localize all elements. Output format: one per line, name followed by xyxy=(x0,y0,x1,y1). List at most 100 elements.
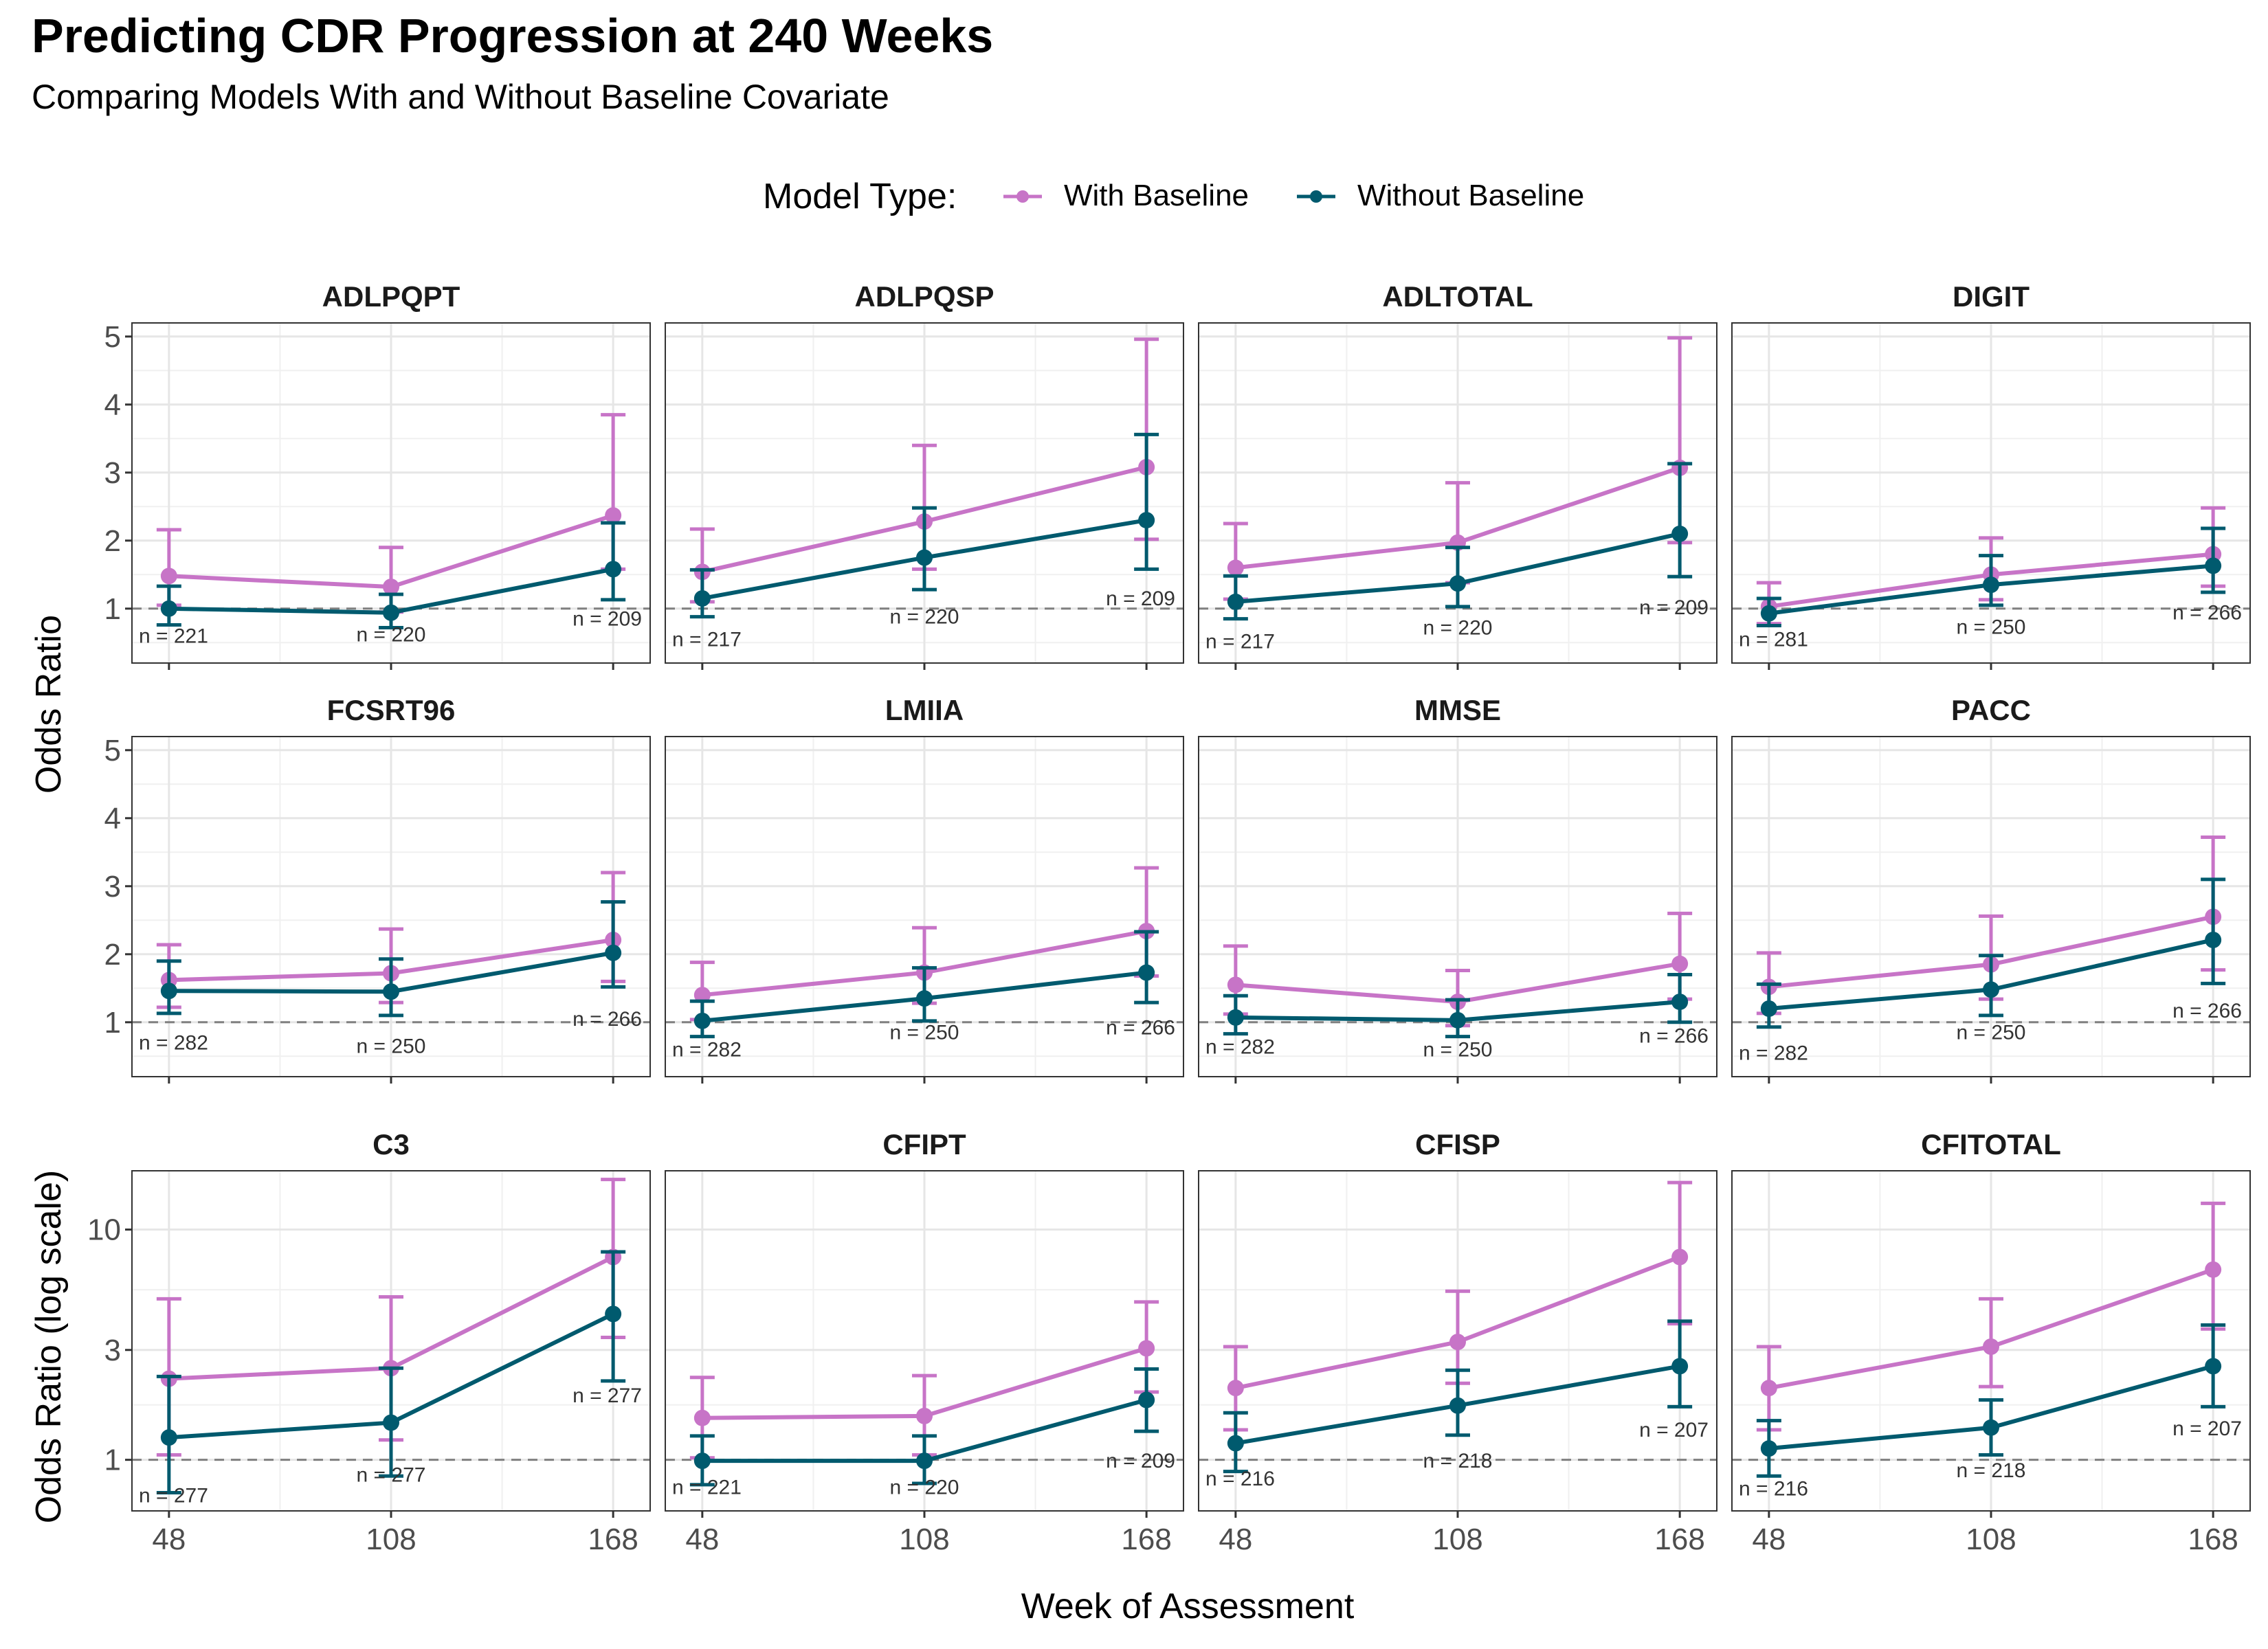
data-point xyxy=(160,983,177,1000)
sample-size-label: n = 282 xyxy=(672,1038,742,1061)
x-tick-label: 168 xyxy=(1654,1523,1704,1556)
y-tick-label: 1 xyxy=(104,592,121,626)
data-point xyxy=(1760,605,1777,622)
sample-size-label: n = 266 xyxy=(1106,1017,1175,1040)
panel-c3: C3 n = 277 n = 277 n = 277 1 3 10 48 108 168 xyxy=(87,1128,651,1556)
sample-size-label: n = 220 xyxy=(890,1477,959,1499)
y-tick-label: 2 xyxy=(104,524,121,558)
data-point xyxy=(1138,1391,1155,1409)
data-point xyxy=(383,579,399,596)
data-point xyxy=(160,568,177,585)
sample-size-label: n = 221 xyxy=(139,625,208,647)
data-point xyxy=(1227,1435,1244,1452)
sample-size-label: n = 209 xyxy=(1106,1450,1175,1472)
data-point xyxy=(693,590,711,607)
sample-size-label: n = 250 xyxy=(1957,616,2026,639)
data-point xyxy=(1138,964,1155,981)
data-point xyxy=(2205,1358,2222,1375)
data-point xyxy=(1227,593,1244,610)
sample-size-label: n = 266 xyxy=(2172,602,2242,625)
sample-size-label: n = 277 xyxy=(572,1384,642,1407)
y-tick-label: 1 xyxy=(104,1444,121,1477)
series-without-baseline xyxy=(1756,1323,2226,1478)
series-without-baseline xyxy=(1756,526,2226,628)
series-without-baseline xyxy=(689,432,1159,619)
sample-size-label: n = 218 xyxy=(1957,1459,2026,1482)
legend-title: Model Type: xyxy=(763,177,957,216)
chart-title: Predicting CDR Progression at 240 Weeks xyxy=(32,9,994,63)
series-without-baseline xyxy=(1223,1319,1693,1474)
panel-adltotal: ADLTOTAL n = 217 n = 220 n = 209 xyxy=(1198,280,1717,670)
panel-title: ADLPQSP xyxy=(854,280,994,313)
x-tick-label: 48 xyxy=(685,1523,719,1556)
panel-cfisp: CFISP n = 216 n = 218 n = 207 48 108 168 xyxy=(1198,1128,1717,1556)
data-point xyxy=(916,1407,933,1424)
panel-adlpqsp: ADLPQSP n = 217 n = 220 n = 209 xyxy=(665,280,1184,670)
data-point xyxy=(1671,525,1689,542)
data-point xyxy=(160,1429,177,1446)
panel-title: C3 xyxy=(373,1128,410,1160)
sample-size-label: n = 217 xyxy=(672,628,742,651)
sample-size-label: n = 281 xyxy=(1739,628,1808,651)
panel-title: CFISP xyxy=(1415,1128,1500,1160)
x-tick-label: 108 xyxy=(1432,1523,1482,1556)
x-axis-title: Week of Assessment xyxy=(1021,1586,1355,1626)
data-point xyxy=(1671,1358,1689,1375)
sample-size-label: n = 282 xyxy=(139,1032,208,1055)
data-point xyxy=(1227,1009,1244,1026)
data-point xyxy=(160,600,177,617)
sample-size-label: n = 218 xyxy=(1423,1450,1493,1472)
series-without-baseline xyxy=(156,900,626,1018)
data-point xyxy=(693,987,711,1004)
sample-size-label: n = 266 xyxy=(572,1008,642,1031)
y-tick-label: 1 xyxy=(104,1006,121,1040)
x-tick-label: 108 xyxy=(1966,1523,2016,1556)
sample-size-label: n = 220 xyxy=(357,623,426,646)
panel-title: PACC xyxy=(1951,694,2031,726)
y-tick-label: 2 xyxy=(104,938,121,972)
panel-cfipt: CFIPT n = 221 n = 220 n = 209 48 108 168 xyxy=(665,1128,1184,1556)
y-tick-label: 5 xyxy=(104,734,121,767)
x-tick-label: 168 xyxy=(2188,1523,2238,1556)
data-point xyxy=(2205,557,2222,574)
y-axis-title-linear: Odds Ratio xyxy=(29,615,69,794)
y-tick-label: 4 xyxy=(104,388,121,422)
y-tick-label: 3 xyxy=(104,1334,121,1367)
x-tick-label: 168 xyxy=(588,1523,638,1556)
sample-size-label: n = 277 xyxy=(357,1464,426,1487)
data-point xyxy=(1227,1380,1244,1397)
sample-size-label: n = 209 xyxy=(1106,587,1175,610)
y-axis-title-log: Odds Ratio (log scale) xyxy=(29,1170,69,1523)
series-without-baseline xyxy=(1223,973,1693,1039)
sample-size-label: n = 207 xyxy=(1639,1419,1709,1442)
sample-size-label: n = 250 xyxy=(1423,1038,1493,1061)
data-point xyxy=(1671,994,1689,1011)
sample-size-label: n = 250 xyxy=(1957,1022,2026,1044)
y-tick-label: 3 xyxy=(104,870,121,904)
data-point xyxy=(693,1409,711,1426)
data-point xyxy=(1671,955,1689,972)
sample-size-label: n = 282 xyxy=(1739,1042,1808,1064)
data-point xyxy=(1983,1338,1999,1355)
data-point xyxy=(1138,1340,1155,1357)
panel-lmiia: LMIIA n = 282 n = 250 n = 266 xyxy=(665,694,1184,1084)
y-tick-label: 10 xyxy=(87,1213,121,1247)
data-point xyxy=(916,549,933,566)
panel-cfitotal: CFITOTAL n = 216 n = 218 n = 207 48 108 168 xyxy=(1731,1128,2251,1556)
data-point xyxy=(1760,1380,1777,1397)
data-point xyxy=(1227,976,1244,994)
y-tick-label: 4 xyxy=(104,802,121,835)
data-point xyxy=(605,561,622,578)
data-point xyxy=(1138,512,1155,529)
sample-size-label: n = 216 xyxy=(1739,1478,1808,1501)
data-point xyxy=(383,1414,399,1431)
chart-subtitle: Comparing Models With and Without Baseli… xyxy=(32,78,889,116)
panel-title: MMSE xyxy=(1414,694,1501,726)
legend-label-without-baseline: Without Baseline xyxy=(1357,179,1585,212)
sample-size-label: n = 216 xyxy=(1205,1468,1275,1490)
data-point xyxy=(383,983,399,1000)
data-point xyxy=(2205,932,2222,949)
data-point xyxy=(916,1452,933,1470)
panel-title: CFIPT xyxy=(882,1128,966,1160)
